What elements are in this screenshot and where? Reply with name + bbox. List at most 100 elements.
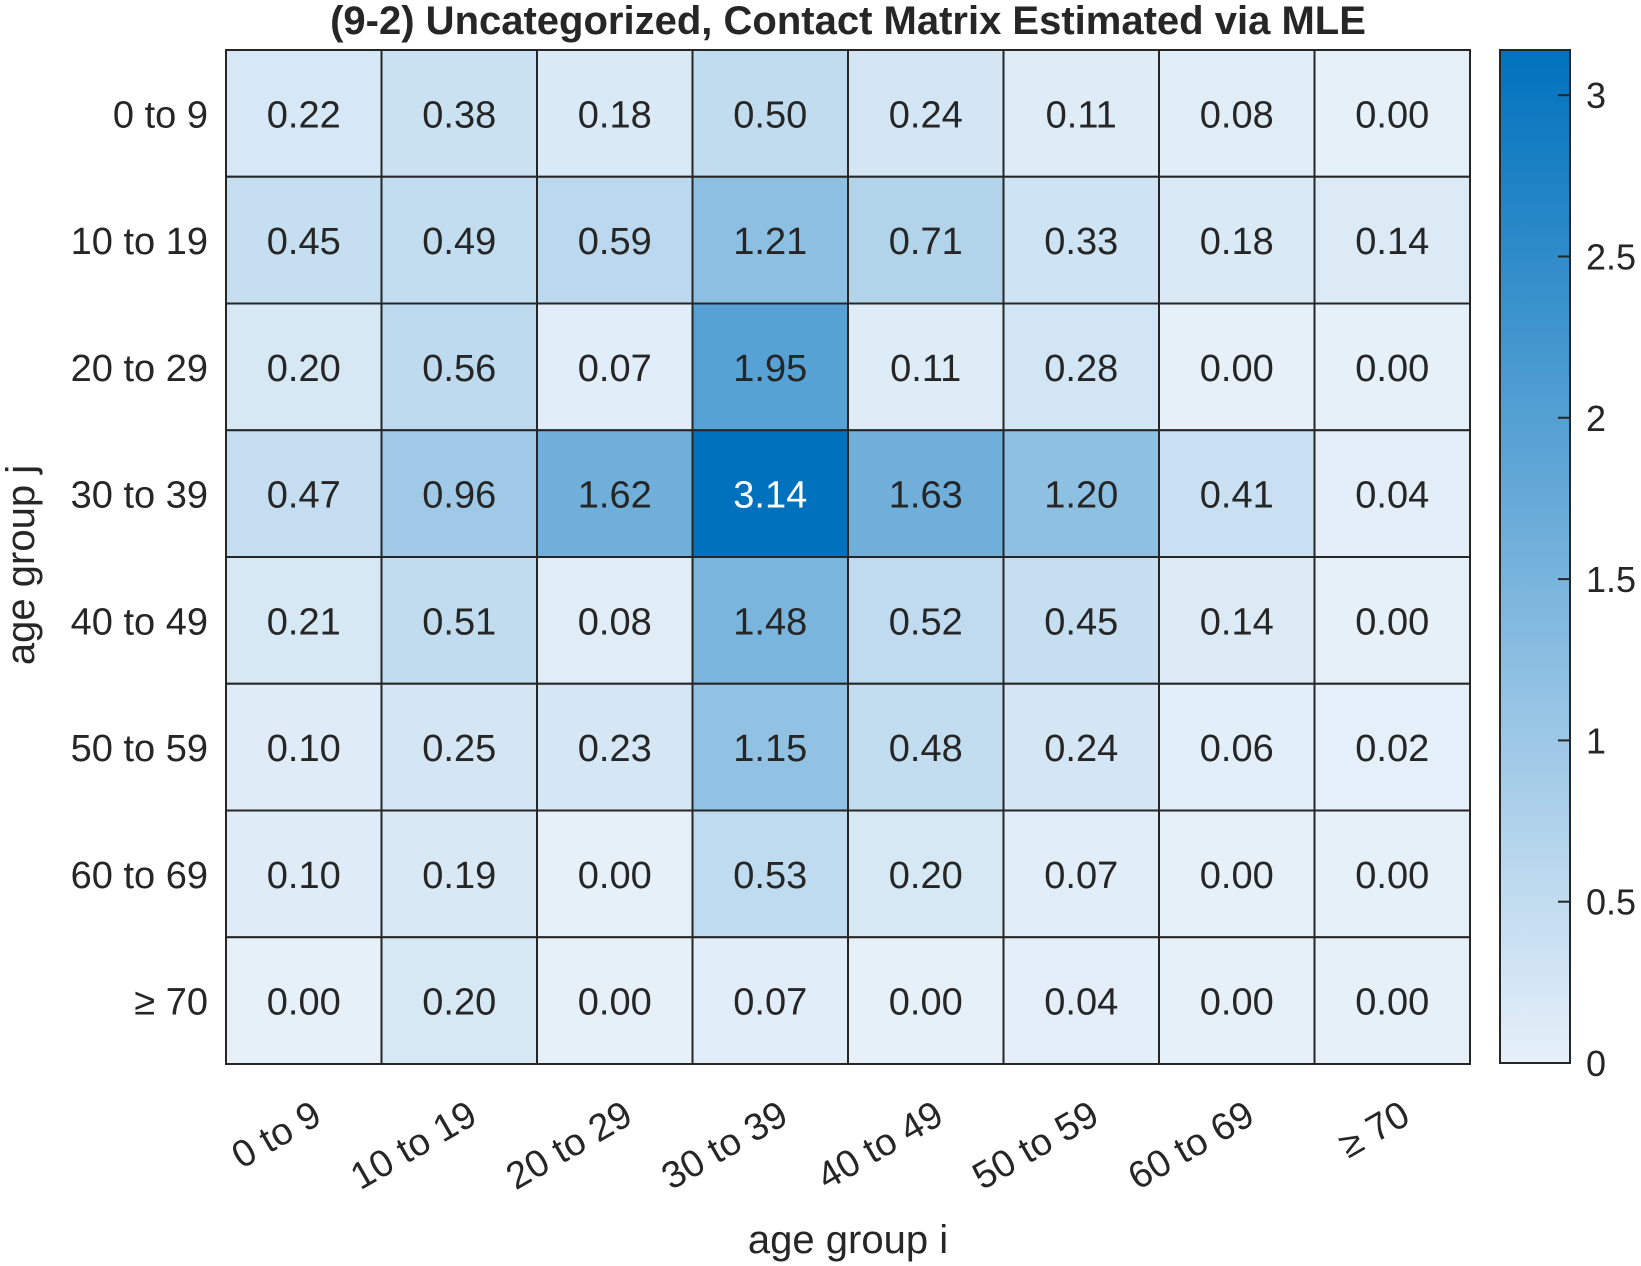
chart-title: (9-2) Uncategorized, Contact Matrix Esti… xyxy=(330,0,1366,43)
cell-value-label: 0.06 xyxy=(1200,728,1274,770)
cell-value-label: 0.24 xyxy=(889,94,963,136)
heatmap-cell xyxy=(225,936,383,1065)
cell-value-label: 0.96 xyxy=(422,475,496,517)
heatmap-cell xyxy=(847,556,1005,685)
cell-value-label: 0.33 xyxy=(1044,221,1118,263)
heatmap-cell xyxy=(1313,302,1471,432)
cell-value-label: 0.00 xyxy=(1355,601,1429,643)
cell-value-label: 0.38 xyxy=(422,94,496,136)
cell-value-label: 0.00 xyxy=(578,855,652,897)
heatmap-cell xyxy=(536,682,694,812)
heatmap-cell xyxy=(1313,49,1471,178)
heatmap-cell xyxy=(1158,556,1316,685)
cell-value-label: 0.10 xyxy=(267,855,341,897)
heatmap-cell xyxy=(536,936,694,1065)
heatmap-cell xyxy=(1158,302,1316,432)
heatmap-cell xyxy=(1002,49,1160,178)
cell-value-label: 0.52 xyxy=(889,601,963,643)
heatmap-cell xyxy=(536,556,694,685)
heatmap-cell xyxy=(847,682,1005,812)
heatmap-cell xyxy=(225,809,383,939)
cell-value-label: 0.11 xyxy=(890,348,961,390)
heatmap-cell xyxy=(536,49,694,178)
heatmap-cell xyxy=(691,936,849,1065)
heatmap-cell xyxy=(1313,936,1471,1065)
cell-value-label: 0.45 xyxy=(1044,601,1118,643)
y-tick-label: 40 to 49 xyxy=(71,601,208,643)
heatmap-cell xyxy=(1313,175,1471,305)
y-tick-label: 50 to 59 xyxy=(71,728,208,770)
cell-value-label: 1.20 xyxy=(1044,475,1118,517)
cell-value-label: 0.25 xyxy=(422,728,496,770)
heatmap-cell xyxy=(1002,175,1160,305)
heatmap-cell xyxy=(536,429,694,558)
cell-value-label: 0.28 xyxy=(1044,348,1118,390)
colorbar-tick-label: 1 xyxy=(1586,720,1606,761)
heatmap-cell xyxy=(847,302,1005,432)
cell-value-label: 0.49 xyxy=(422,221,496,263)
cell-value-label: 0.41 xyxy=(1200,475,1274,517)
heatmap-cell xyxy=(1002,302,1160,432)
cell-value-label: 0.00 xyxy=(267,982,341,1024)
colorbar-tick-label: 1.5 xyxy=(1586,559,1636,600)
cell-value-label: 0.47 xyxy=(267,475,341,517)
cell-value-label: 0.00 xyxy=(1355,94,1429,136)
cell-value-label: 0.18 xyxy=(1200,221,1274,263)
heatmap-cell xyxy=(380,809,538,939)
y-tick-label: 0 to 9 xyxy=(113,94,208,136)
heatmap-cell xyxy=(1158,429,1316,558)
cell-value-label: 0.20 xyxy=(267,348,341,390)
y-tick-labels: 0 to 9 10 to 19 20 to 29 30 to 39 40 to 49 50… xyxy=(71,94,208,1023)
x-tick-label: 50 to 59 xyxy=(966,1093,1106,1198)
x-tick-label: 10 to 19 xyxy=(344,1093,484,1198)
cell-value-label: 0.18 xyxy=(578,94,652,136)
heatmap-cell xyxy=(380,49,538,178)
heatmap-cell xyxy=(536,809,694,939)
cell-value-label: 0.71 xyxy=(889,221,963,263)
cell-value-label: 0.21 xyxy=(267,601,341,643)
cell-value-label: 0.07 xyxy=(578,348,652,390)
cell-value-label: 1.21 xyxy=(733,221,807,263)
cell-value-label: 3.14 xyxy=(733,475,807,517)
x-tick-label: 40 to 49 xyxy=(810,1093,950,1198)
heatmap-cell xyxy=(1002,556,1160,685)
cell-value-label: 1.62 xyxy=(578,475,652,517)
cell-value-label: 0.00 xyxy=(889,982,963,1024)
heatmap-cell xyxy=(691,302,849,432)
heatmap-cell xyxy=(847,429,1005,558)
cell-value-label: 0.59 xyxy=(578,221,652,263)
heatmap-cell xyxy=(1002,936,1160,1065)
cell-value-label: 1.15 xyxy=(733,728,807,770)
y-tick-label: 30 to 39 xyxy=(71,475,208,517)
x-tick-label: 0 to 9 xyxy=(225,1093,328,1177)
cell-value-label: 0.53 xyxy=(733,855,807,897)
heatmap-cell xyxy=(380,175,538,305)
cell-value-label: 0.00 xyxy=(1200,982,1274,1024)
cell-value-label: 1.63 xyxy=(889,475,963,517)
cell-value-label: 0.07 xyxy=(1044,855,1118,897)
heatmap-cell xyxy=(847,809,1005,939)
cell-value-label: 1.48 xyxy=(733,601,807,643)
cell-value-label: 0.00 xyxy=(1355,855,1429,897)
cell-value-label: 0.20 xyxy=(889,855,963,897)
colorbar-tick-label: 0 xyxy=(1586,1043,1606,1084)
heatmap-cell xyxy=(1313,809,1471,939)
cell-value-label: 0.45 xyxy=(267,221,341,263)
cell-value-label: 0.20 xyxy=(422,982,496,1024)
y-tick-label: 20 to 29 xyxy=(71,348,208,390)
cell-value-label: 0.14 xyxy=(1200,601,1274,643)
colorbar-bar xyxy=(1499,49,1571,1064)
colorbar-tick-label: 3 xyxy=(1586,75,1606,116)
cell-value-label: 0.00 xyxy=(1200,348,1274,390)
cell-value-label: 0.00 xyxy=(1355,348,1429,390)
y-tick-label: 60 to 69 xyxy=(71,855,208,897)
heatmap-cell xyxy=(1158,809,1316,939)
cell-value-label: 0.19 xyxy=(422,855,496,897)
cell-value-label: 0.24 xyxy=(1044,728,1118,770)
x-tick-label: 30 to 39 xyxy=(655,1093,795,1198)
heatmap-cell xyxy=(380,936,538,1065)
x-tick-label: 60 to 69 xyxy=(1121,1093,1261,1198)
cell-value-label: 0.50 xyxy=(733,94,807,136)
cell-value-label: 0.51 xyxy=(422,601,496,643)
